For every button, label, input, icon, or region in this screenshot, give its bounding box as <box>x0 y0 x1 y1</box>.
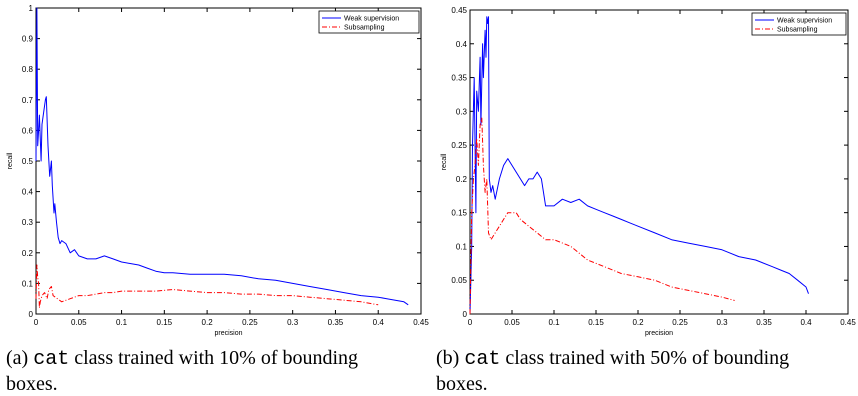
plot-a-legend-label-weak-supervision: Weak supervision <box>344 16 399 23</box>
plot-a-xtick-label: 0.35 <box>328 318 344 327</box>
plot-b-legend-label-weak-supervision: Weak supervision <box>777 18 832 25</box>
plot-a-series-subsampling-line <box>35 264 379 309</box>
caption-a-prefix: (a) <box>6 347 34 369</box>
plot-a-xtick-label: 0.05 <box>71 318 87 327</box>
caption-b-line1: class trained with 50% of bounding <box>500 347 790 369</box>
caption-b-prefix: (b) <box>436 347 465 369</box>
plot-b-xtick-label: 0.1 <box>548 318 560 327</box>
plot-b-legend-label-subsampling: Subsampling <box>777 27 818 34</box>
caption-a-line2: boxes. <box>6 373 58 395</box>
plot-b-xtick-label: 0.05 <box>504 318 520 327</box>
plot-a-xtick-label: 0.25 <box>242 318 258 327</box>
plot-a-ytick-label: 0.3 <box>22 218 34 227</box>
plot-b-ytick-label: 0.15 <box>451 209 467 218</box>
plot-b-ylabel: recall <box>441 153 448 170</box>
plot-a-xlabel: precision <box>214 330 242 337</box>
plot-b-xtick-label: 0.3 <box>716 318 728 327</box>
plot-b-ytick-label: 0 <box>463 310 468 319</box>
plot-a-xtick-label: 0.3 <box>287 318 299 327</box>
plot-a-xtick-label: 0.2 <box>202 318 214 327</box>
plot-a-ytick-label: 0.1 <box>22 279 34 288</box>
plot-b-ytick-label: 0.1 <box>456 242 468 251</box>
plot-b-series-weak-supervision-line <box>469 16 809 315</box>
plot-b-legend-box <box>751 12 847 36</box>
plot-b-xtick-label: 0.15 <box>588 318 604 327</box>
plot-a-ylabel: recall <box>7 152 14 169</box>
plot-a-xtick-label: 0.15 <box>157 318 173 327</box>
plot-b-ytick-label: 0.2 <box>456 175 468 184</box>
caption-a-code: cat <box>33 348 70 371</box>
plot-b-ytick-label: 0.35 <box>451 74 467 83</box>
plot-a-legend-label-subsampling: Subsampling <box>344 25 385 32</box>
plot-a-xtick-label: 0.1 <box>116 318 128 327</box>
plot-a-ytick-label: 1 <box>29 4 34 13</box>
plot-a-legend-box <box>318 10 420 34</box>
plot-b-xtick-label: 0.45 <box>840 318 856 327</box>
plot-b-xtick-label: 0 <box>468 318 473 327</box>
plot-a-ytick-label: 0.9 <box>22 35 34 44</box>
plot-a-ytick-label: 0.4 <box>22 188 34 197</box>
plot-a-ytick-label: 0.7 <box>22 96 34 105</box>
plot-a-xtick-label: 0.45 <box>413 318 429 327</box>
plot-b-xlabel: precision <box>645 330 673 337</box>
plot-b-ytick-label: 0.25 <box>451 141 467 150</box>
caption-b-line2: boxes. <box>436 373 488 395</box>
plot-b-axes-box <box>469 9 849 315</box>
plot-b-xtick-label: 0.2 <box>632 318 644 327</box>
plot-a-ytick-label: 0.5 <box>22 157 34 166</box>
plot-a-ytick-label: 0.8 <box>22 65 34 74</box>
plot-b-xtick-label: 0.35 <box>756 318 772 327</box>
plot-a-xtick-label: 0 <box>34 318 39 327</box>
plot-a-xtick-label: 0.4 <box>373 318 385 327</box>
plot-b-xtick-label: 0.25 <box>672 318 688 327</box>
plot-b-series-subsampling-line <box>469 117 735 315</box>
plot-a-ytick-label: 0 <box>29 310 34 319</box>
plot-a-axes-box <box>35 7 422 315</box>
caption-b: (b) cat class trained with 50% of boundi… <box>436 346 789 396</box>
caption-b-code: cat <box>464 348 501 371</box>
caption-a-line1: class trained with 10% of bounding <box>69 347 359 369</box>
plot-b-xtick-label: 0.4 <box>800 318 812 327</box>
plot-b-ytick-label: 0.4 <box>456 40 468 49</box>
plot-b: 0 0.05 0.1 0.15 0.2 0.25 0.3 0.35 0.4 0.45 0 0.05 0.… <box>441 6 856 337</box>
plot-a-ytick-label: 0.2 <box>22 249 34 258</box>
plot-a: 0 0.05 0.1 0.15 0.2 0.25 0.3 0.35 0.4 0.45 0 0.1 0.2… <box>7 4 429 337</box>
plot-b-ytick-label: 0.45 <box>451 6 467 15</box>
plot-b-ytick-label: 0.3 <box>456 107 468 116</box>
plot-a-series-weak-supervision-line <box>35 7 409 306</box>
plot-b-ytick-label: 0.05 <box>451 276 467 285</box>
caption-a: (a) cat class trained with 10% of boundi… <box>6 346 358 396</box>
plot-a-ytick-label: 0.6 <box>22 126 34 135</box>
